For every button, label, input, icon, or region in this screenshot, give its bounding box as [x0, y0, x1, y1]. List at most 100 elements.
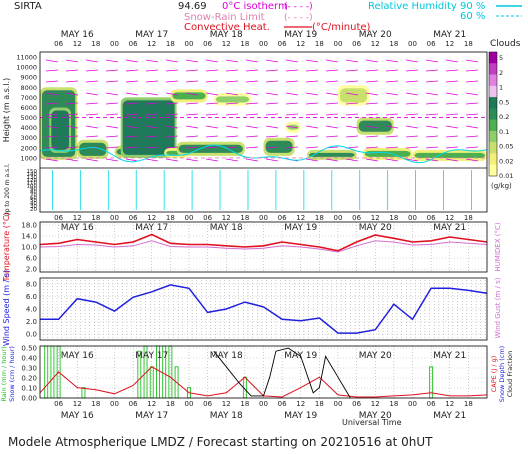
wind-arrow [265, 125, 279, 129]
day-label: MAY 19 [284, 351, 317, 361]
hour-tick-label: 00 [334, 40, 343, 48]
wind-arrow [305, 59, 319, 63]
wind-arrow [205, 125, 219, 129]
humidex-line [39, 240, 488, 253]
rain-y-label: Rain (mm / hour) [0, 346, 8, 401]
wind-arrow [105, 113, 119, 116]
wind-arrow [265, 69, 279, 72]
rain-bar [81, 387, 86, 399]
scale-swatch [489, 164, 497, 177]
hour-tick-label: 18 [166, 214, 175, 222]
wind-arrow [225, 135, 239, 138]
wind-arrow [245, 135, 259, 138]
clouds-y-label: Height (m a.s.l.) [2, 78, 11, 143]
cloud-patch-inner [215, 96, 250, 103]
wind-arrow [305, 158, 319, 162]
y-tick-label: 120 [27, 178, 38, 184]
hour-tick-label: 06 [203, 40, 212, 48]
wind-arrow [305, 113, 319, 116]
wind-arrow [85, 80, 99, 83]
wind-arrow [225, 59, 239, 63]
wind-arrow [165, 102, 179, 105]
wind-arrow [145, 158, 159, 162]
wind-arrow [45, 146, 59, 149]
hour-tick-label: 18 [91, 214, 100, 222]
day-label: MAY 20 [359, 411, 392, 421]
wind-arrow [325, 125, 339, 129]
wind-panel: 8.0 6.0 4.0 2.0 0.0 Wind Speed (m / s) Wind Gu… [2, 270, 502, 346]
y-tick-label: 2.0 [26, 318, 37, 326]
y-tick-label: 30 [30, 204, 37, 210]
wind-arrow [445, 146, 459, 149]
hour-tick-label: 18 [464, 400, 473, 408]
hour-tick-label: 12 [445, 400, 454, 408]
wind-arrow [305, 92, 319, 96]
hour-tick-label: 18 [240, 214, 249, 222]
y-tick-label: 5000 [20, 114, 37, 122]
rh-90: 90 % [460, 1, 485, 12]
day-label: MAY 19 [284, 30, 317, 40]
wind-arrow [345, 59, 359, 63]
wind-speed-line [40, 284, 488, 334]
wind-arrow [365, 80, 379, 83]
hour-tick-label: 12 [371, 40, 380, 48]
wind-arrow [65, 158, 79, 162]
wind-arrow [325, 113, 339, 116]
cloudfraction-y-label: Cloud Fraction [506, 351, 514, 398]
scale-swatch [489, 52, 497, 64]
wind-arrow [325, 80, 339, 83]
wind-arrow [265, 59, 279, 63]
wind-arrow [245, 102, 259, 105]
wind-arrow [285, 146, 299, 149]
wind-arrow [145, 69, 159, 72]
wind-arrow [365, 146, 379, 149]
snowdepth-y-label: Snow Depth (cm) [498, 346, 506, 402]
hour-tick-label: 06 [278, 400, 287, 408]
y-tick-label: 50 [30, 198, 37, 204]
wind-arrow [265, 135, 279, 138]
wind-arrow [165, 69, 179, 72]
wind-arrow [365, 92, 379, 96]
wind-arrow [425, 69, 439, 72]
snow-y-label: Snow (cm / hour) [8, 346, 16, 402]
y-tick-label: 0.10 [21, 385, 37, 393]
wind-arrow [265, 80, 279, 83]
wind-arrow [465, 125, 479, 129]
hour-tick-label: 12 [222, 400, 231, 408]
day-label: MAY 19 [284, 411, 317, 421]
y-tick-label: 6000 [20, 104, 37, 112]
hour-tick-label: 12 [445, 40, 454, 48]
wind-arrow [405, 146, 419, 149]
rh-label: Relative Humidity [368, 1, 457, 12]
wind-arrow [425, 80, 439, 83]
wind-arrow [465, 113, 479, 116]
wind-arrow [45, 135, 59, 138]
day-label: MAY 18 [210, 411, 243, 421]
wind-arrow [265, 158, 279, 162]
wind-arrow [385, 102, 399, 105]
y-tick-label: 80 [30, 189, 37, 195]
cloud-patch-inner [358, 120, 392, 132]
wind-arrow [305, 102, 319, 105]
wind-arrow [165, 80, 179, 83]
hour-tick-label: 12 [296, 214, 305, 222]
wind-arrow [465, 158, 479, 162]
scale-label: 5 [499, 54, 503, 62]
day-label: MAY 16 [61, 411, 94, 421]
scale-swatch [489, 119, 497, 132]
y-tick-label: 3000 [20, 134, 37, 142]
wind-arrow [345, 69, 359, 72]
wind-arrow [405, 135, 419, 138]
wind-arrow [265, 92, 279, 96]
wind-arrow [125, 146, 139, 149]
wind-arrow [125, 125, 139, 129]
forecast-caption: Modele Atmospherique LMDZ / Forecast sta… [8, 435, 433, 449]
temperature-y-label: Temperature (°C) [2, 212, 11, 282]
scale-swatch [489, 74, 497, 87]
y-tick-label: 6.0 [26, 255, 37, 263]
day-label: MAY 16 [61, 30, 94, 40]
hour-tick-label: 00 [334, 400, 343, 408]
wind-arrow [185, 59, 199, 63]
wind-arrow [365, 69, 379, 72]
day-label: MAY 21 [433, 30, 466, 40]
